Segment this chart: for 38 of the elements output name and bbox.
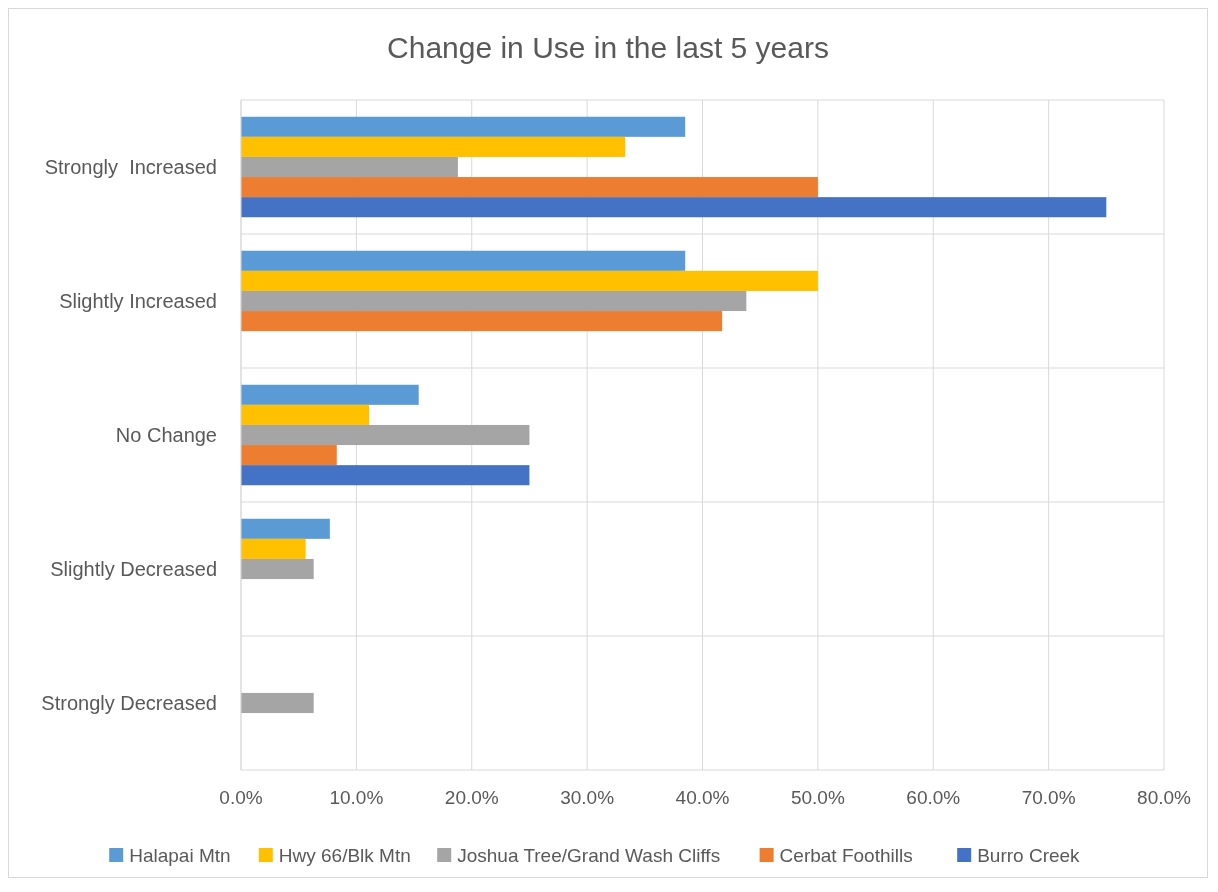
bar bbox=[241, 518, 330, 539]
bar bbox=[241, 538, 306, 559]
x-tick-label: 50.0% bbox=[790, 787, 845, 808]
x-tick-label: 0.0% bbox=[219, 787, 263, 808]
x-tick-label: 80.0% bbox=[1137, 787, 1192, 808]
y-tick-label: Slightly Decreased bbox=[50, 558, 217, 580]
bar bbox=[241, 270, 818, 291]
legend-label: Burro Creek bbox=[977, 844, 1081, 866]
bar bbox=[241, 384, 419, 405]
y-tick-label: No Change bbox=[115, 424, 217, 446]
x-tick-label: 20.0% bbox=[444, 787, 499, 808]
bar bbox=[241, 290, 747, 312]
bar bbox=[241, 445, 337, 466]
x-tick-label: 30.0% bbox=[560, 787, 615, 808]
y-tick-label: Strongly Increased bbox=[44, 156, 217, 178]
bar bbox=[241, 197, 1107, 218]
y-tick-label: Slightly Increased bbox=[59, 290, 217, 312]
bar bbox=[241, 136, 626, 157]
x-tick-label: 10.0% bbox=[329, 787, 384, 808]
bar bbox=[241, 424, 530, 446]
chart-title: Change in Use in the last 5 years bbox=[387, 31, 829, 64]
bar bbox=[241, 692, 314, 714]
bar bbox=[241, 404, 370, 425]
x-tick-label: 60.0% bbox=[906, 787, 961, 808]
bar bbox=[241, 465, 530, 486]
y-tick-label: Strongly Decreased bbox=[41, 692, 217, 714]
bar bbox=[241, 177, 818, 198]
legend-label: Hwy 66/Blk Mtn bbox=[278, 844, 411, 866]
legend-label: Cerbat Foothills bbox=[779, 844, 913, 866]
x-tick-label: 40.0% bbox=[675, 787, 730, 808]
bar bbox=[241, 558, 314, 580]
bar bbox=[241, 250, 686, 271]
legend-label: Joshua Tree/Grand Wash Cliffs bbox=[457, 844, 721, 866]
bar bbox=[241, 156, 458, 178]
bar bbox=[241, 116, 686, 137]
bar bbox=[241, 311, 723, 332]
legend-label: Halapai Mtn bbox=[129, 844, 231, 866]
x-tick-label: 70.0% bbox=[1021, 787, 1076, 808]
